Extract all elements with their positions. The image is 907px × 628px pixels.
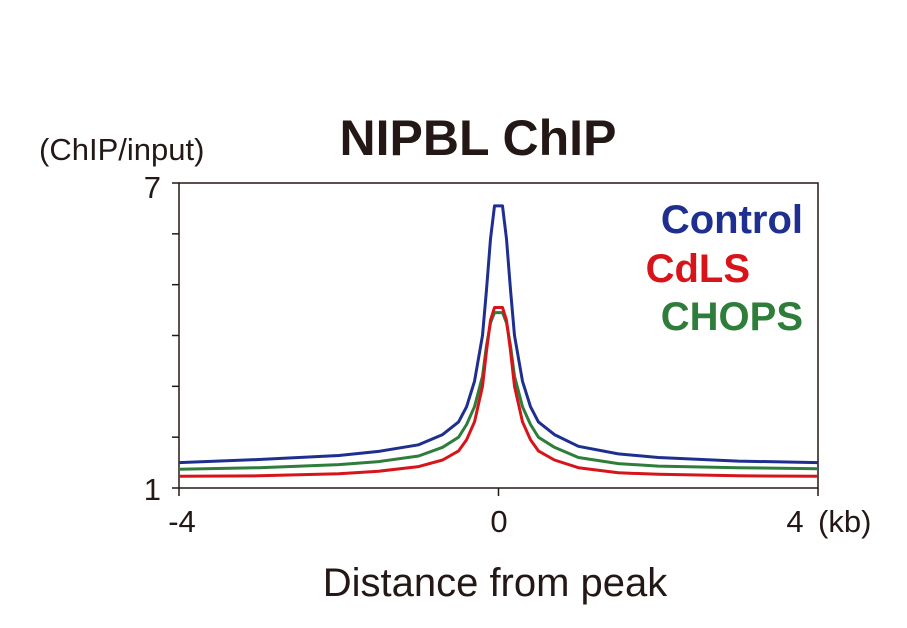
y-ticks <box>172 182 179 489</box>
series-line-cdls <box>178 306 819 478</box>
x-tick-label-right: 4 <box>786 504 803 539</box>
y-axis-label: (ChIP/input) <box>39 132 204 167</box>
series-lines <box>178 204 819 478</box>
chart-title: NIPBL ChIP <box>340 110 617 166</box>
x-tick-label-center: 0 <box>490 504 507 539</box>
x-tick-label-left: -4 <box>168 504 196 539</box>
y-tick-label-min: 1 <box>144 472 161 507</box>
legend: Control CdLS CHOPS <box>646 198 803 339</box>
x-ticks <box>178 488 819 496</box>
y-tick-label-max: 7 <box>144 170 161 205</box>
legend-entry-control: Control <box>661 198 803 242</box>
series-line-control <box>178 204 819 465</box>
series-line-chops <box>178 311 819 471</box>
legend-entry-cdls: CdLS <box>646 247 750 291</box>
legend-entry-chops: CHOPS <box>661 295 803 339</box>
x-unit-label: (kb) <box>818 504 871 539</box>
x-axis-label: Distance from peak <box>323 561 669 605</box>
